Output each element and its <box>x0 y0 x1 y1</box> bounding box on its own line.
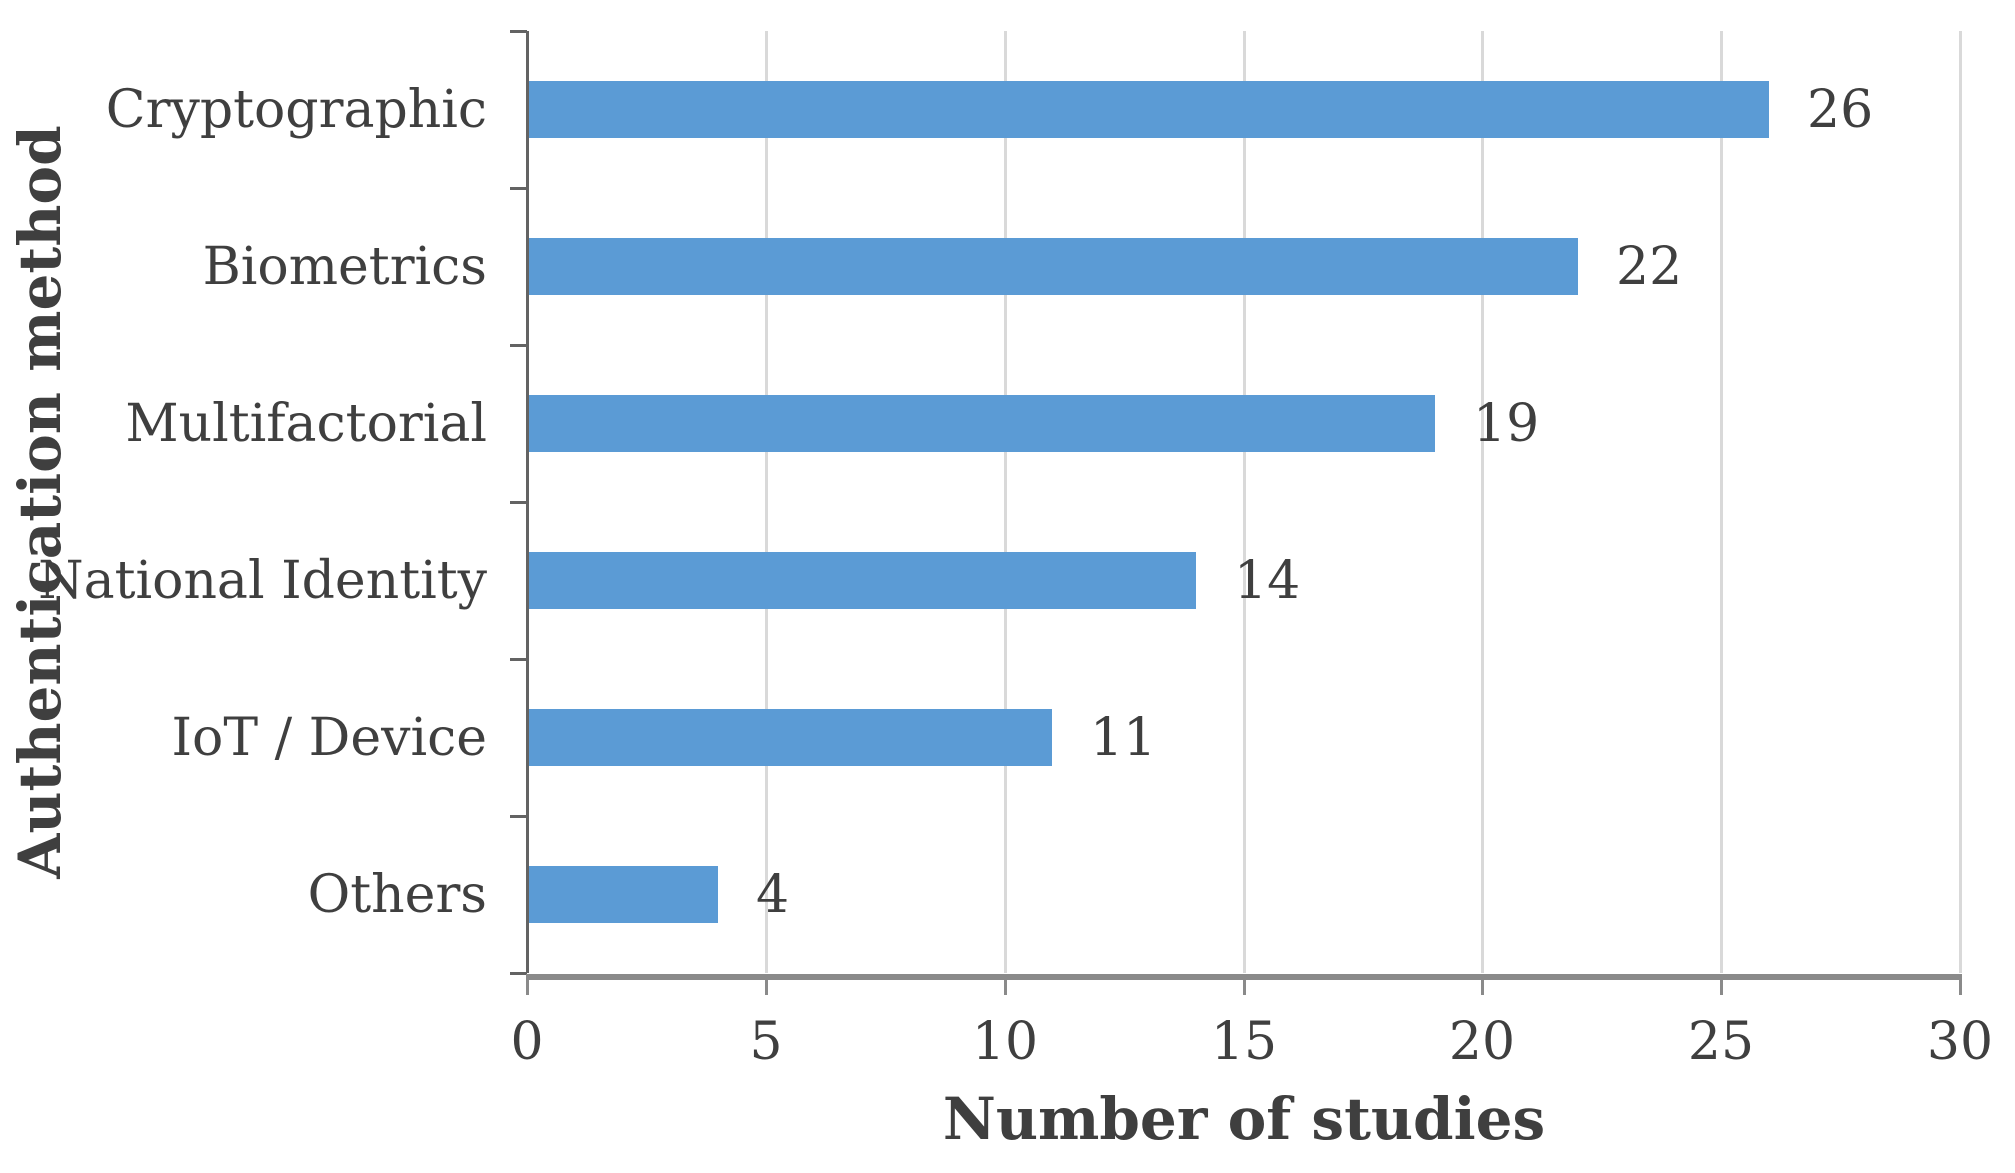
value-label-26: 26 <box>1807 80 1874 140</box>
value-label-19: 19 <box>1473 394 1540 454</box>
category-label-national-identity: National Identity <box>38 551 487 611</box>
category-axis-tick-1 <box>510 187 527 190</box>
category-axis-tick-2 <box>510 344 527 347</box>
category-axis-tick-4 <box>510 658 527 661</box>
gridline-25 <box>1720 31 1723 973</box>
gridline-15 <box>1243 31 1246 973</box>
bar-iot-device <box>528 709 1052 766</box>
y-axis-title-text: Authentication method <box>6 125 74 879</box>
value-axis-tick-20 <box>1481 974 1484 995</box>
x-tick-label-5: 5 <box>749 1012 783 1072</box>
gridline-5 <box>765 31 768 973</box>
value-axis-tick-10 <box>1004 974 1007 995</box>
x-tick-label-0: 0 <box>510 1012 544 1072</box>
value-label-22: 22 <box>1616 237 1683 297</box>
x-tick-label-20: 20 <box>1448 1012 1516 1072</box>
bar-multifactorial <box>528 395 1435 452</box>
category-axis-tick-6 <box>510 972 527 975</box>
gridline-10 <box>1004 31 1007 973</box>
category-label-multifactorial: Multifactorial <box>125 394 487 454</box>
category-label-cryptographic: Cryptographic <box>105 80 487 140</box>
bar-biometrics <box>528 238 1578 295</box>
value-label-4: 4 <box>756 865 790 925</box>
bar-others <box>528 866 718 923</box>
value-axis-tick-15 <box>1243 974 1246 995</box>
x-tick-label-25: 25 <box>1687 1012 1755 1072</box>
bar-cryptographic <box>528 81 1769 138</box>
category-label-biometrics: Biometrics <box>202 237 487 297</box>
category-axis-tick-5 <box>510 815 527 818</box>
category-label-iot-device: IoT / Device <box>171 708 487 768</box>
value-axis-tick-25 <box>1720 974 1723 995</box>
x-axis-title: Number of studies <box>942 1085 1546 1153</box>
value-label-11: 11 <box>1090 708 1157 768</box>
value-axis-tick-0 <box>526 974 529 995</box>
value-axis-tick-5 <box>765 974 768 995</box>
x-tick-label-30: 30 <box>1926 1012 1994 1072</box>
category-axis-tick-3 <box>510 501 527 504</box>
gridline-30 <box>1959 31 1962 973</box>
x-tick-label-15: 15 <box>1210 1012 1278 1072</box>
bar-national-identity <box>528 552 1196 609</box>
category-label-others: Others <box>307 865 487 925</box>
value-axis-tick-30 <box>1959 974 1962 995</box>
x-tick-label-10: 10 <box>971 1012 1039 1072</box>
category-axis-tick-0 <box>510 30 527 33</box>
gridline-20 <box>1481 31 1484 973</box>
value-label-14: 14 <box>1234 551 1301 611</box>
category-axis-line <box>526 31 529 973</box>
